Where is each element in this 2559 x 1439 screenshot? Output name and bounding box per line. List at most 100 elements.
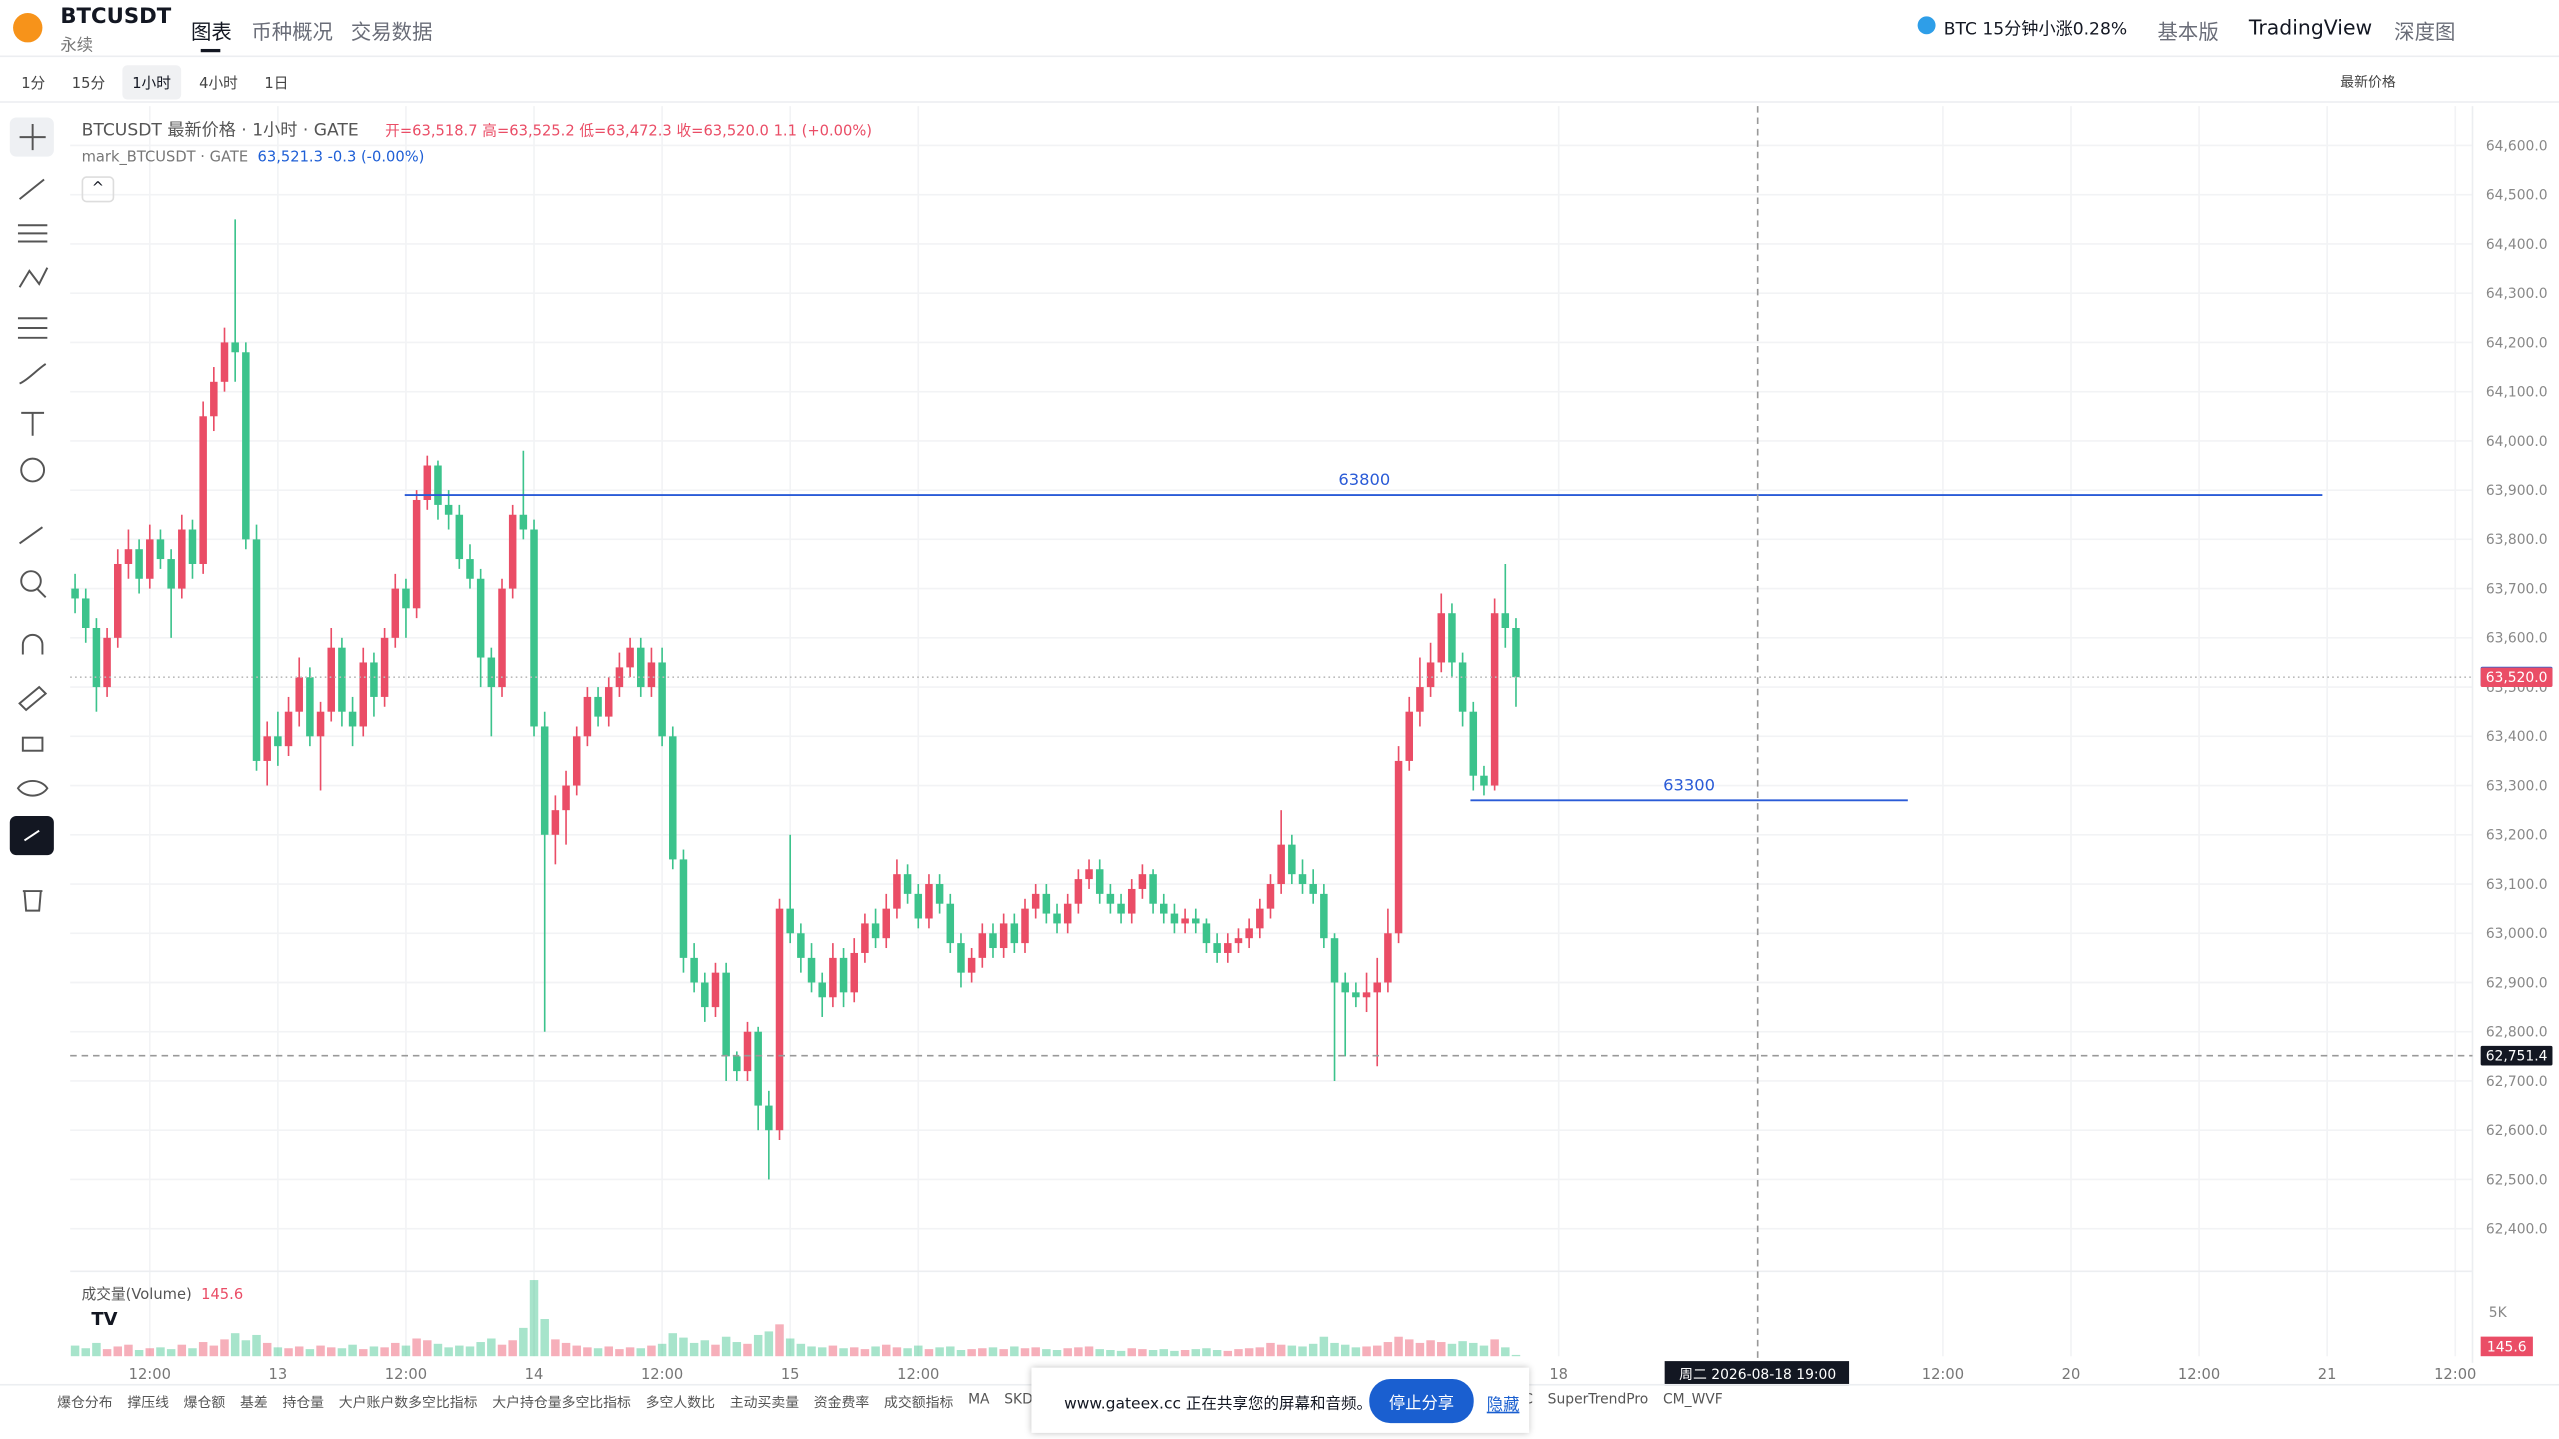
- volume-bar: [1405, 1339, 1414, 1357]
- volume-bar: [1074, 1347, 1083, 1357]
- interval[interactable]: 15分: [71, 76, 106, 94]
- volume-bar: [145, 1348, 155, 1357]
- volume-bar: [625, 1347, 635, 1357]
- candle-body: [1245, 928, 1253, 939]
- indicator[interactable]: 主动买卖量: [729, 1395, 800, 1412]
- symbol[interactable]: BTCUSDT: [60, 4, 172, 30]
- volume-bar: [359, 1349, 368, 1357]
- volume-bar: [348, 1344, 357, 1357]
- indicator[interactable]: SuperTrendPro: [1547, 1392, 1649, 1409]
- candle-body: [989, 933, 997, 949]
- volume-bar: [81, 1348, 90, 1357]
- mark-title: mark_BTCUSDT · GATE: [81, 150, 249, 167]
- price-source[interactable]: 最新价格: [2340, 75, 2396, 92]
- candle-body: [743, 1031, 752, 1072]
- legend-low: 低=63,472.3: [579, 124, 672, 141]
- volume-bar: [1437, 1342, 1446, 1357]
- volume-bar: [198, 1342, 208, 1357]
- candle-body: [156, 539, 165, 560]
- candle-body: [1192, 918, 1200, 924]
- candle-body: [818, 982, 826, 998]
- indicator[interactable]: 爆仓额: [183, 1395, 226, 1412]
- volume-bar: [305, 1349, 315, 1357]
- indicator[interactable]: 基差: [239, 1395, 268, 1412]
- volume-bar: [1127, 1348, 1136, 1357]
- volume-bar: [956, 1350, 966, 1357]
- candle-body: [1330, 938, 1339, 983]
- volume-bar: [1298, 1346, 1307, 1357]
- y-tick-label: 64,200.0: [2486, 335, 2548, 351]
- volume-tag: [2480, 1336, 2533, 1357]
- candle-body: [274, 736, 282, 747]
- volume-bar: [924, 1349, 934, 1357]
- indicator[interactable]: 撑压线: [127, 1395, 169, 1412]
- indicator[interactable]: 大户账户数多空比指标: [338, 1395, 478, 1412]
- candle-body: [519, 514, 528, 530]
- volume-bar: [241, 1340, 251, 1357]
- stop-button[interactable]: 停止分享: [1369, 1379, 1474, 1424]
- volume-bar: [647, 1345, 656, 1357]
- candle-body: [797, 933, 805, 958]
- indicator[interactable]: 多空人数比: [645, 1395, 716, 1412]
- volume-bar: [1191, 1349, 1201, 1357]
- indicator[interactable]: SKDJ: [1004, 1392, 1037, 1409]
- volume-bar: [1351, 1347, 1361, 1357]
- tab[interactable]: 交易数据: [350, 19, 433, 45]
- candle-body: [829, 957, 837, 998]
- indicator[interactable]: 爆仓分布: [57, 1395, 113, 1412]
- hide-link[interactable]: 隐藏: [1486, 1397, 1520, 1415]
- candle-body: [562, 785, 570, 811]
- candle-body: [1362, 992, 1371, 998]
- indicator[interactable]: CM_WVF: [1662, 1392, 1723, 1409]
- volume-bar: [188, 1348, 197, 1357]
- candle-body: [444, 504, 453, 515]
- indicator[interactable]: 大户持仓量多空比指标: [492, 1395, 631, 1412]
- indicator[interactable]: MA: [968, 1392, 990, 1409]
- candle-body: [647, 662, 656, 688]
- candle-body: [551, 810, 560, 835]
- collapse-button[interactable]: ^: [81, 176, 115, 203]
- link[interactable]: 深度图: [2394, 19, 2456, 45]
- tv-logo: TV: [91, 1308, 118, 1331]
- volume-bar: [1255, 1347, 1265, 1357]
- candle-body: [775, 908, 784, 1131]
- indicator[interactable]: 持仓量: [282, 1395, 325, 1412]
- candle-body: [935, 884, 944, 904]
- tab[interactable]: 图表: [190, 19, 232, 45]
- volume-bar: [615, 1349, 624, 1357]
- volume-bar: [1116, 1350, 1126, 1357]
- volume-bar: [1031, 1347, 1040, 1357]
- candle-body: [242, 352, 250, 540]
- tab-underline: [200, 48, 221, 53]
- interval[interactable]: 4小时: [199, 76, 238, 94]
- interval[interactable]: 1分: [21, 76, 46, 94]
- candle-body: [861, 923, 869, 953]
- indicator[interactable]: 成交额指标: [883, 1395, 954, 1412]
- tab[interactable]: 币种概况: [251, 19, 333, 45]
- link[interactable]: TradingView: [2248, 14, 2373, 40]
- ticker[interactable]: BTC 15分钟小涨0.28%: [1943, 19, 2128, 40]
- candle-body: [1373, 982, 1381, 993]
- mark-legend: mark_BTCUSDT · GATE 63,521.3 -0.3 (-0.00…: [82, 150, 425, 166]
- volume-bar: [1447, 1343, 1457, 1357]
- volume-bar: [1234, 1349, 1243, 1357]
- y-tick-label: 63,800.0: [2486, 532, 2548, 548]
- candle-body: [284, 711, 293, 747]
- interval[interactable]: 1小时: [122, 65, 181, 100]
- y-tick-label: 62,600.0: [2486, 1123, 2548, 1139]
- drawn-line-label: 63300: [1663, 776, 1715, 795]
- volume-bar: [1287, 1345, 1297, 1357]
- volume-bar: [273, 1347, 283, 1357]
- candle-body: [359, 662, 368, 727]
- interval[interactable]: 1日: [264, 76, 289, 94]
- volume-bar: [775, 1324, 784, 1357]
- candle-body: [1010, 923, 1019, 944]
- candle-body: [1021, 908, 1029, 944]
- candle-body: [914, 893, 923, 919]
- indicator[interactable]: 资金费率: [813, 1395, 870, 1412]
- volume-bar: [209, 1345, 219, 1357]
- candle-body: [508, 514, 517, 589]
- link[interactable]: 基本版: [2157, 19, 2219, 45]
- volume-bar: [1511, 1354, 1521, 1357]
- candle-body: [487, 657, 496, 688]
